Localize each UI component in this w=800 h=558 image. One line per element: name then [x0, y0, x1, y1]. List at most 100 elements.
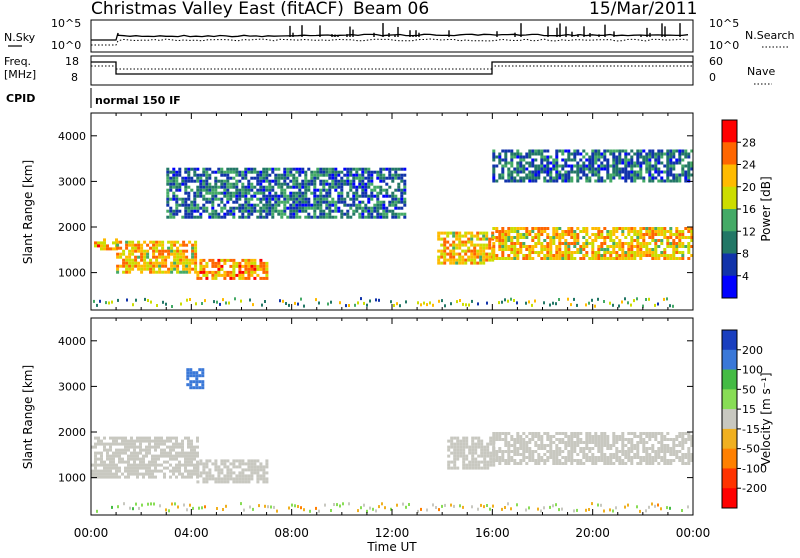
- power-cell: [510, 248, 514, 251]
- power-cell: [229, 176, 233, 180]
- power-cell: [220, 185, 224, 189]
- velocity-cell: [169, 475, 172, 479]
- power-cell: [440, 249, 444, 253]
- power-cell: [191, 255, 195, 259]
- velocity-cell: [642, 441, 646, 444]
- velocity-cell: [465, 436, 469, 440]
- power-cell: [549, 167, 553, 171]
- power-cell: [570, 170, 574, 174]
- velocity-cell: [666, 444, 670, 447]
- power-cell: [657, 152, 661, 156]
- power-cell: [657, 245, 661, 248]
- power-cell: [244, 176, 248, 180]
- power-cell: [690, 149, 694, 153]
- velocity-cell: [187, 475, 190, 479]
- power-colorbar-tick-label: 4: [742, 270, 749, 283]
- power-cell: [226, 209, 230, 213]
- velocity-cell: [259, 474, 263, 478]
- power-cell: [298, 182, 302, 186]
- power-ground-cell: [669, 304, 671, 308]
- power-cell: [250, 176, 254, 180]
- velocity-cell: [534, 444, 538, 447]
- power-cell: [666, 239, 670, 242]
- power-cell: [555, 245, 559, 248]
- power-cell: [648, 242, 652, 245]
- power-cell: [660, 239, 664, 242]
- power-colorbar-tick-label: 28: [742, 136, 756, 149]
- velocity-ground-cell: [561, 507, 563, 511]
- velocity-cell: [690, 441, 694, 444]
- power-cell: [513, 179, 517, 183]
- power-cell: [510, 155, 514, 159]
- velocity-cell: [184, 469, 187, 473]
- velocity-cell: [462, 454, 466, 458]
- power-cell: [184, 200, 188, 204]
- power-cell: [624, 251, 628, 254]
- power-cell: [576, 179, 580, 183]
- power-cell: [540, 152, 544, 156]
- power-cell: [205, 170, 209, 174]
- power-cell: [600, 236, 604, 239]
- power-cell: [627, 170, 631, 174]
- power-cell: [585, 152, 589, 156]
- power-cell: [582, 257, 586, 260]
- velocity-cell: [453, 445, 457, 449]
- power-cell: [522, 242, 526, 245]
- power-cell: [355, 197, 359, 201]
- power-cell: [585, 167, 589, 171]
- power-cell: [140, 255, 144, 259]
- power-cell: [513, 245, 517, 248]
- velocity-cell: [181, 472, 184, 476]
- power-cell: [286, 206, 290, 210]
- velocity-cell: [136, 439, 139, 443]
- velocity-cell: [250, 459, 254, 463]
- power-cell: [181, 179, 185, 183]
- power-cell: [549, 254, 553, 257]
- velocity-cell: [597, 456, 601, 459]
- velocity-cell: [154, 439, 157, 443]
- velocity-cell: [663, 450, 667, 453]
- power-cell: [205, 182, 209, 186]
- velocity-cell: [109, 460, 112, 464]
- power-cell: [639, 254, 643, 257]
- power-cell: [618, 161, 622, 165]
- power-cell: [382, 167, 386, 171]
- velocity-cell: [609, 453, 613, 456]
- power-cell: [555, 179, 559, 183]
- power-cell: [495, 236, 499, 239]
- power-cell: [214, 261, 218, 265]
- velocity-cell: [196, 462, 200, 466]
- power-cell: [594, 149, 598, 153]
- velocity-cell: [573, 444, 577, 447]
- power-cell: [301, 182, 305, 186]
- velocity-ground-cell: [405, 505, 407, 509]
- velocity-cell: [591, 447, 595, 450]
- power-ground-cell: [234, 297, 236, 301]
- power-cell: [540, 230, 544, 233]
- velocity-cell: [519, 462, 523, 465]
- velocity-cell: [175, 442, 178, 446]
- power-cell: [651, 248, 655, 251]
- power-cell: [597, 233, 601, 236]
- velocity-cell: [166, 460, 169, 464]
- velocity-cell: [684, 453, 688, 456]
- power-cell: [187, 191, 191, 195]
- power-heatmap: [93, 149, 694, 308]
- power-cell: [485, 234, 489, 238]
- power-cell: [687, 251, 691, 254]
- velocity-cell: [462, 439, 466, 443]
- power-cell: [582, 173, 586, 177]
- power-cell: [211, 188, 215, 192]
- velocity-ground-cell: [366, 509, 368, 513]
- power-cell: [337, 209, 341, 213]
- power-cell: [172, 170, 176, 174]
- velocity-cell: [100, 451, 103, 455]
- power-cell: [196, 173, 200, 177]
- power-ground-cell: [294, 301, 296, 305]
- power-cell: [603, 149, 607, 153]
- power-cell: [585, 239, 589, 242]
- power-cell: [283, 173, 287, 177]
- power-cell: [455, 261, 459, 265]
- power-cell: [346, 167, 350, 171]
- velocity-cell: [669, 462, 673, 465]
